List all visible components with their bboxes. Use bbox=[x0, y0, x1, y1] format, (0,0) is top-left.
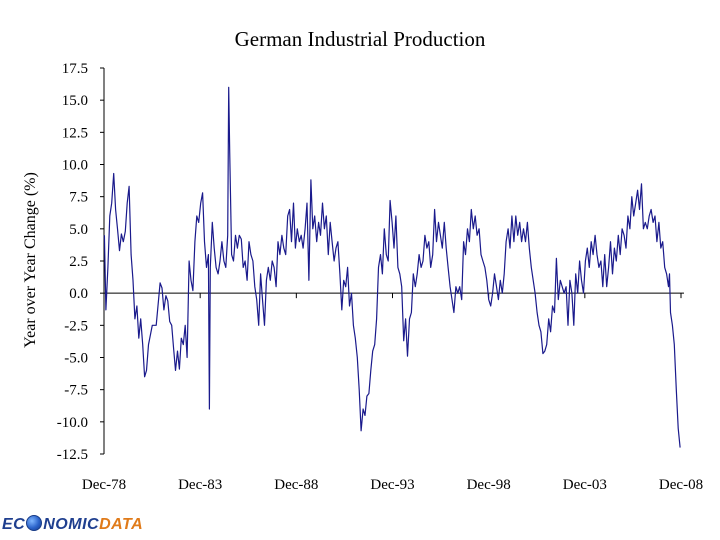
x-tick-label: Dec-83 bbox=[178, 477, 222, 493]
logo-text-part2: NOMIC bbox=[43, 516, 100, 533]
y-tick-label: 17.5 bbox=[62, 61, 88, 77]
y-tick-label: 0.0 bbox=[69, 286, 88, 302]
x-tick-label: Dec-08 bbox=[659, 477, 703, 493]
globe-icon bbox=[26, 515, 43, 531]
y-tick-label: 12.5 bbox=[62, 125, 88, 141]
y-tick-label: 10.0 bbox=[62, 158, 88, 174]
y-axis-label: Year over Year Change (%) bbox=[22, 172, 39, 348]
y-tick-label: 5.0 bbox=[69, 222, 88, 238]
x-tick-label: Dec-98 bbox=[467, 477, 511, 493]
y-tick-label: -7.5 bbox=[64, 383, 88, 399]
y-tick-label: 15.0 bbox=[62, 93, 88, 109]
economicdata-logo: EC NOMICDATA bbox=[2, 512, 162, 538]
y-tick-label: 7.5 bbox=[69, 190, 88, 206]
x-tick-label: Dec-03 bbox=[563, 477, 607, 493]
x-tick-label: Dec-78 bbox=[82, 477, 126, 493]
x-tick-label: Dec-88 bbox=[274, 477, 318, 493]
y-tick-label: -12.5 bbox=[57, 447, 88, 463]
plot-area bbox=[103, 86, 681, 448]
logo-text-part1: EC bbox=[2, 516, 26, 533]
series-line-0 bbox=[103, 86, 681, 448]
x-tick-label: Dec-93 bbox=[370, 477, 414, 493]
y-tick-label: 2.5 bbox=[69, 254, 88, 270]
chart-title: German Industrial Production bbox=[235, 27, 486, 51]
y-tick-label: -2.5 bbox=[64, 318, 88, 334]
logo-text-part3: DATA bbox=[99, 516, 144, 533]
y-tick-label: -5.0 bbox=[64, 351, 88, 367]
y-axis: 17.5 15.0 12.5 10.0 7.5 5.0 2.5 0.0 -2.5 -5.0 -7.5… bbox=[57, 61, 105, 463]
x-axis: Dec-78 Dec-83 Dec-88 Dec-93 Dec-98 Dec-03 Dec-… bbox=[82, 292, 703, 493]
y-tick-label: -10.0 bbox=[57, 415, 88, 431]
